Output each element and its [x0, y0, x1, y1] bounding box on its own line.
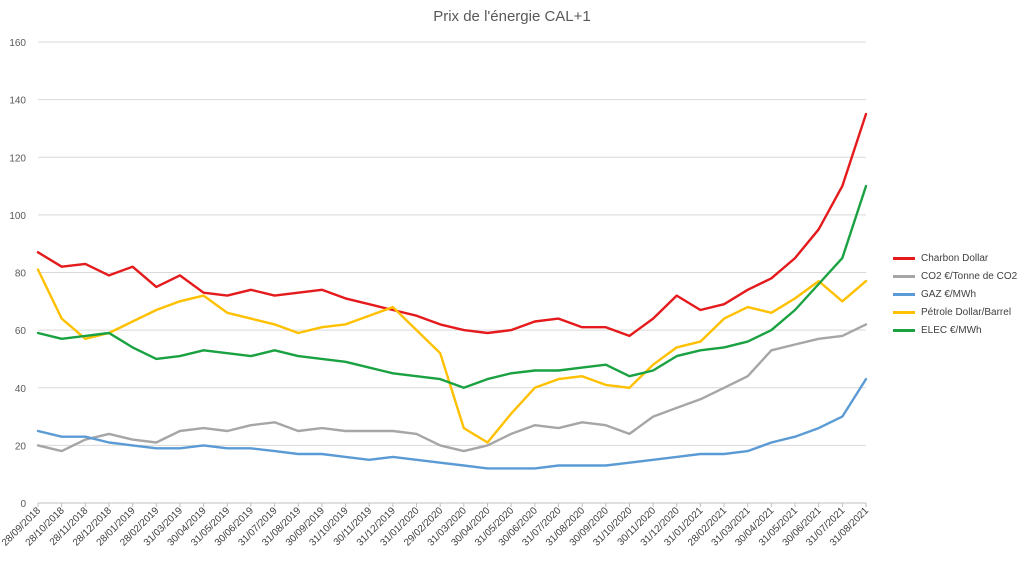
legend-item: CO2 €/Tonne de CO2	[893, 267, 1017, 285]
legend-label: CO2 €/Tonne de CO2	[921, 270, 1018, 282]
legend-item: GAZ €/MWh	[893, 285, 1017, 303]
legend-label: Charbon Dollar	[921, 252, 989, 264]
series-line-0	[36, 112, 868, 338]
y-tick-label: 60	[15, 326, 27, 337]
y-tick-label: 120	[9, 153, 26, 164]
chart-title: Prix de l'énergie CAL+1	[433, 8, 591, 25]
y-tick-label: 100	[9, 211, 26, 222]
y-tick-label: 160	[9, 38, 26, 49]
legend-label: ELEC €/MWh	[921, 324, 982, 336]
legend-label: GAZ €/MWh	[921, 288, 977, 300]
series-line-1	[36, 323, 868, 453]
legend: Charbon Dollar CO2 €/Tonne de CO2 GAZ €/MW…	[893, 249, 1017, 339]
legend-item: Pétrole Dollar/Barrel	[893, 303, 1017, 321]
y-tick-label: 20	[15, 441, 27, 452]
legend-swatch	[893, 292, 915, 296]
series-line-3	[36, 268, 868, 444]
series-line-2	[36, 377, 868, 470]
y-tick-label: 40	[15, 384, 27, 395]
legend-item: ELEC €/MWh	[893, 321, 1017, 339]
legend-label: Pétrole Dollar/Barrel	[921, 306, 1012, 318]
y-tick-label: 0	[20, 499, 26, 510]
y-tick-label: 80	[15, 269, 27, 280]
legend-swatch	[893, 256, 915, 260]
legend-swatch	[893, 274, 915, 278]
legend-swatch	[893, 310, 915, 314]
series-line-4	[36, 184, 868, 389]
legend-item: Charbon Dollar	[893, 249, 1017, 267]
y-tick-label: 140	[9, 96, 26, 107]
legend-swatch	[893, 328, 915, 332]
